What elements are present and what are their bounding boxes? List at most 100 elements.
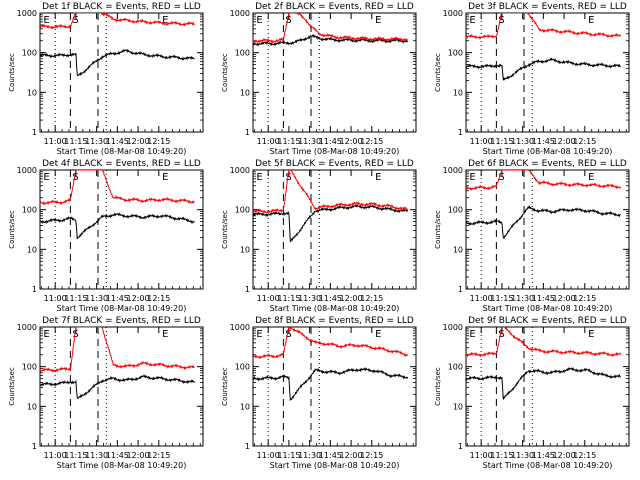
y-tick-label: 10 (240, 245, 250, 254)
lld-series-line (466, 13, 622, 40)
y-axis-label: Counts/sec (434, 367, 442, 406)
y-tick-label: 100 (235, 206, 250, 215)
y-tick-label: 100 (22, 363, 37, 372)
x-tick-label: 12:00 (340, 294, 363, 303)
y-tick-label: 1 (32, 285, 37, 294)
panel-title: Det 1f BLACK = Events, RED = LLD (42, 2, 201, 12)
events-series-line (466, 57, 621, 81)
detector-panel-6: Det 6f BLACK = Events, RED = LLD 1 10 100 10… (434, 159, 630, 313)
x-tick-label: 11:00 (44, 294, 67, 303)
y-tick-label: 100 (235, 363, 250, 372)
lld-series-line (466, 170, 622, 191)
events-series-line (466, 367, 621, 400)
detector-panel-2: Det 2f BLACK = Events, RED = LLD 1 10 100 10… (221, 2, 417, 156)
interval-marker-s: S (72, 15, 78, 26)
x-tick-label: 11:15 (490, 294, 513, 303)
x-tick-label: 12:00 (553, 451, 576, 460)
y-tick-label: 10 (27, 402, 37, 411)
plot-frame (252, 169, 417, 290)
x-tick-label: 11:30 (298, 294, 321, 303)
x-tick-label: 12:15 (147, 137, 170, 146)
interval-marker-e: E (162, 15, 168, 26)
panel-title: Det 5f BLACK = Events, RED = LLD (255, 159, 414, 169)
y-tick-label: 1 (245, 285, 250, 294)
y-tick-label: 10 (27, 88, 37, 97)
y-axis-label: Counts/sec (434, 210, 442, 249)
x-tick-label: 11:30 (85, 294, 108, 303)
y-tick-label: 1 (32, 128, 37, 137)
y-tick-label: 100 (448, 206, 463, 215)
interval-marker-e: E (469, 15, 475, 26)
plot-frame (252, 12, 417, 133)
y-tick-label: 10 (453, 245, 463, 254)
events-series-line (253, 366, 409, 402)
y-tick-label: 1000 (230, 9, 250, 18)
x-tick-label: 12:00 (553, 294, 576, 303)
lld-series-line (253, 13, 408, 44)
y-tick-label: 10 (240, 402, 250, 411)
x-axis-label: Start Time (08-Mar-08 10:49:20) (483, 147, 613, 156)
y-tick-label: 1000 (17, 9, 37, 18)
x-tick-label: 12:15 (147, 294, 170, 303)
y-tick-label: 10 (453, 402, 463, 411)
x-tick-label: 11:00 (257, 451, 280, 460)
x-tick-label: 11:30 (85, 451, 108, 460)
y-tick-label: 1000 (230, 166, 250, 175)
x-tick-label: 12:15 (360, 137, 383, 146)
interval-marker-e: E (375, 15, 381, 26)
x-tick-label: 12:15 (573, 294, 596, 303)
x-axis-label: Start Time (08-Mar-08 10:49:20) (483, 461, 613, 470)
events-series-line (40, 212, 195, 240)
x-tick-label: 11:45 (319, 294, 342, 303)
x-tick-label: 11:15 (64, 137, 87, 146)
interval-marker-e: E (162, 172, 168, 183)
x-tick-label: 11:15 (64, 451, 87, 460)
x-tick-label: 11:00 (470, 451, 493, 460)
y-tick-label: 1 (458, 128, 463, 137)
x-tick-label: 11:15 (490, 451, 513, 460)
x-tick-label: 12:00 (340, 137, 363, 146)
y-tick-label: 100 (235, 49, 250, 58)
interval-marker-s: S (285, 172, 291, 183)
x-tick-label: 11:00 (44, 137, 67, 146)
y-axis-label: Counts/sec (221, 367, 229, 406)
x-tick-label: 11:00 (470, 294, 493, 303)
x-axis-label: Start Time (08-Mar-08 10:49:20) (57, 304, 187, 313)
y-tick-label: 1 (458, 285, 463, 294)
events-series-line (253, 33, 409, 47)
interval-marker-s: S (498, 15, 504, 26)
panel-title: Det 8f BLACK = Events, RED = LLD (255, 316, 414, 326)
x-tick-label: 11:00 (44, 451, 67, 460)
interval-marker-e: E (375, 172, 381, 183)
interval-marker-e: E (162, 329, 168, 340)
x-tick-label: 12:15 (360, 451, 383, 460)
x-tick-label: 11:45 (532, 137, 555, 146)
y-tick-label: 1 (245, 442, 250, 451)
x-tick-label: 11:00 (257, 137, 280, 146)
y-axis-label: Counts/sec (221, 210, 229, 249)
lld-series-line (40, 327, 195, 373)
panel-title: Det 3f BLACK = Events, RED = LLD (468, 2, 627, 12)
lld-series-line (40, 13, 195, 30)
y-tick-label: 1000 (443, 9, 463, 18)
x-tick-label: 12:00 (127, 294, 150, 303)
plot-frame (465, 326, 630, 447)
x-tick-label: 11:30 (511, 294, 534, 303)
x-tick-label: 11:15 (64, 294, 87, 303)
x-tick-label: 12:15 (573, 137, 596, 146)
y-tick-label: 1000 (443, 323, 463, 332)
lld-series-line (466, 327, 622, 358)
interval-marker-e: E (43, 329, 49, 340)
detector-panel-8: Det 8f BLACK = Events, RED = LLD 1 10 100 10… (221, 316, 417, 470)
interval-marker-e: E (43, 15, 49, 26)
interval-marker-s: S (498, 172, 504, 183)
x-tick-label: 12:00 (553, 137, 576, 146)
y-axis-label: Counts/sec (8, 367, 16, 406)
interval-marker-e: E (256, 172, 262, 183)
panel-title: Det 7f BLACK = Events, RED = LLD (42, 316, 201, 326)
y-tick-label: 1000 (17, 323, 37, 332)
lld-series-line (40, 170, 195, 206)
x-tick-label: 12:00 (340, 451, 363, 460)
interval-marker-e: E (469, 172, 475, 183)
